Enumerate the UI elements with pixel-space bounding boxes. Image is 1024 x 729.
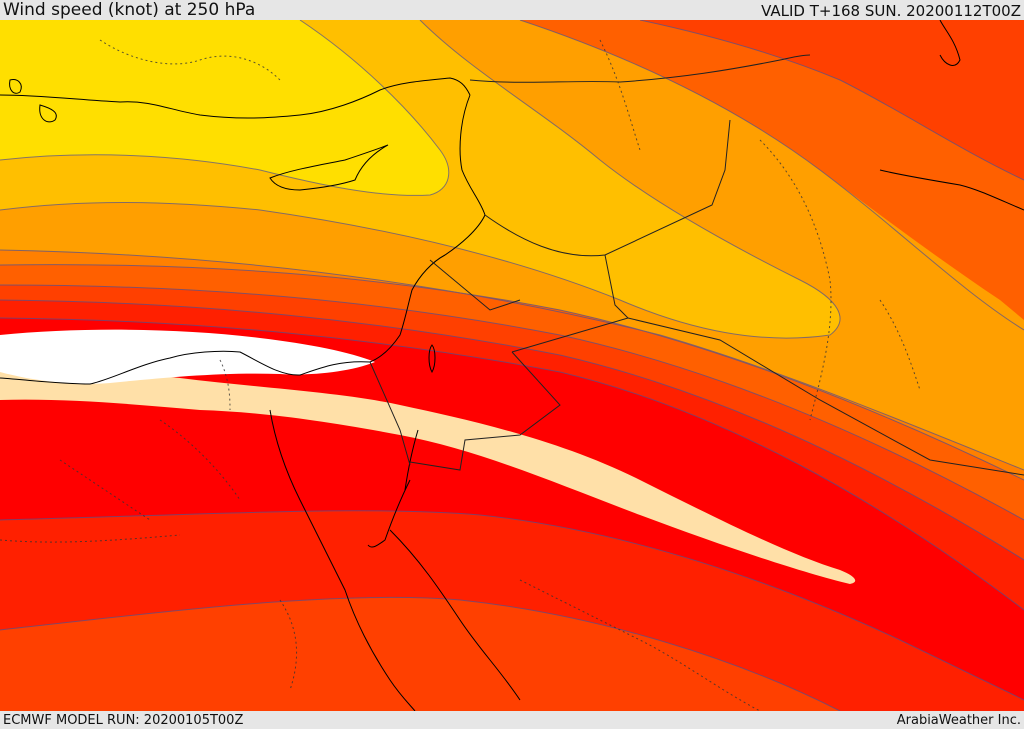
map-title: Wind speed (knot) at 250 hPa [3, 0, 256, 20]
valid-time: VALID T+168 SUN. 20200112T00Z [761, 2, 1021, 20]
jet-streak-max [0, 329, 375, 384]
province-boundaries [0, 39, 921, 711]
isotach-lines [0, 20, 1024, 711]
band-south-2 [0, 597, 840, 711]
country-borders [369, 54, 1024, 476]
wind-speed-map [0, 20, 1024, 711]
footer-bar: ECMWF MODEL RUN: 20200105T00Z ArabiaWeat… [0, 711, 1024, 729]
band-yellow [0, 20, 449, 196]
coastlines [0, 20, 1024, 711]
model-run-label: ECMWF MODEL RUN: 20200105T00Z [3, 713, 244, 728]
header-bar: Wind speed (knot) at 250 hPa VALID T+168… [0, 0, 1024, 20]
band-northeast-inner [640, 20, 1024, 180]
jet-streak-core [0, 352, 856, 584]
credit-label: ArabiaWeather Inc. [896, 713, 1021, 728]
